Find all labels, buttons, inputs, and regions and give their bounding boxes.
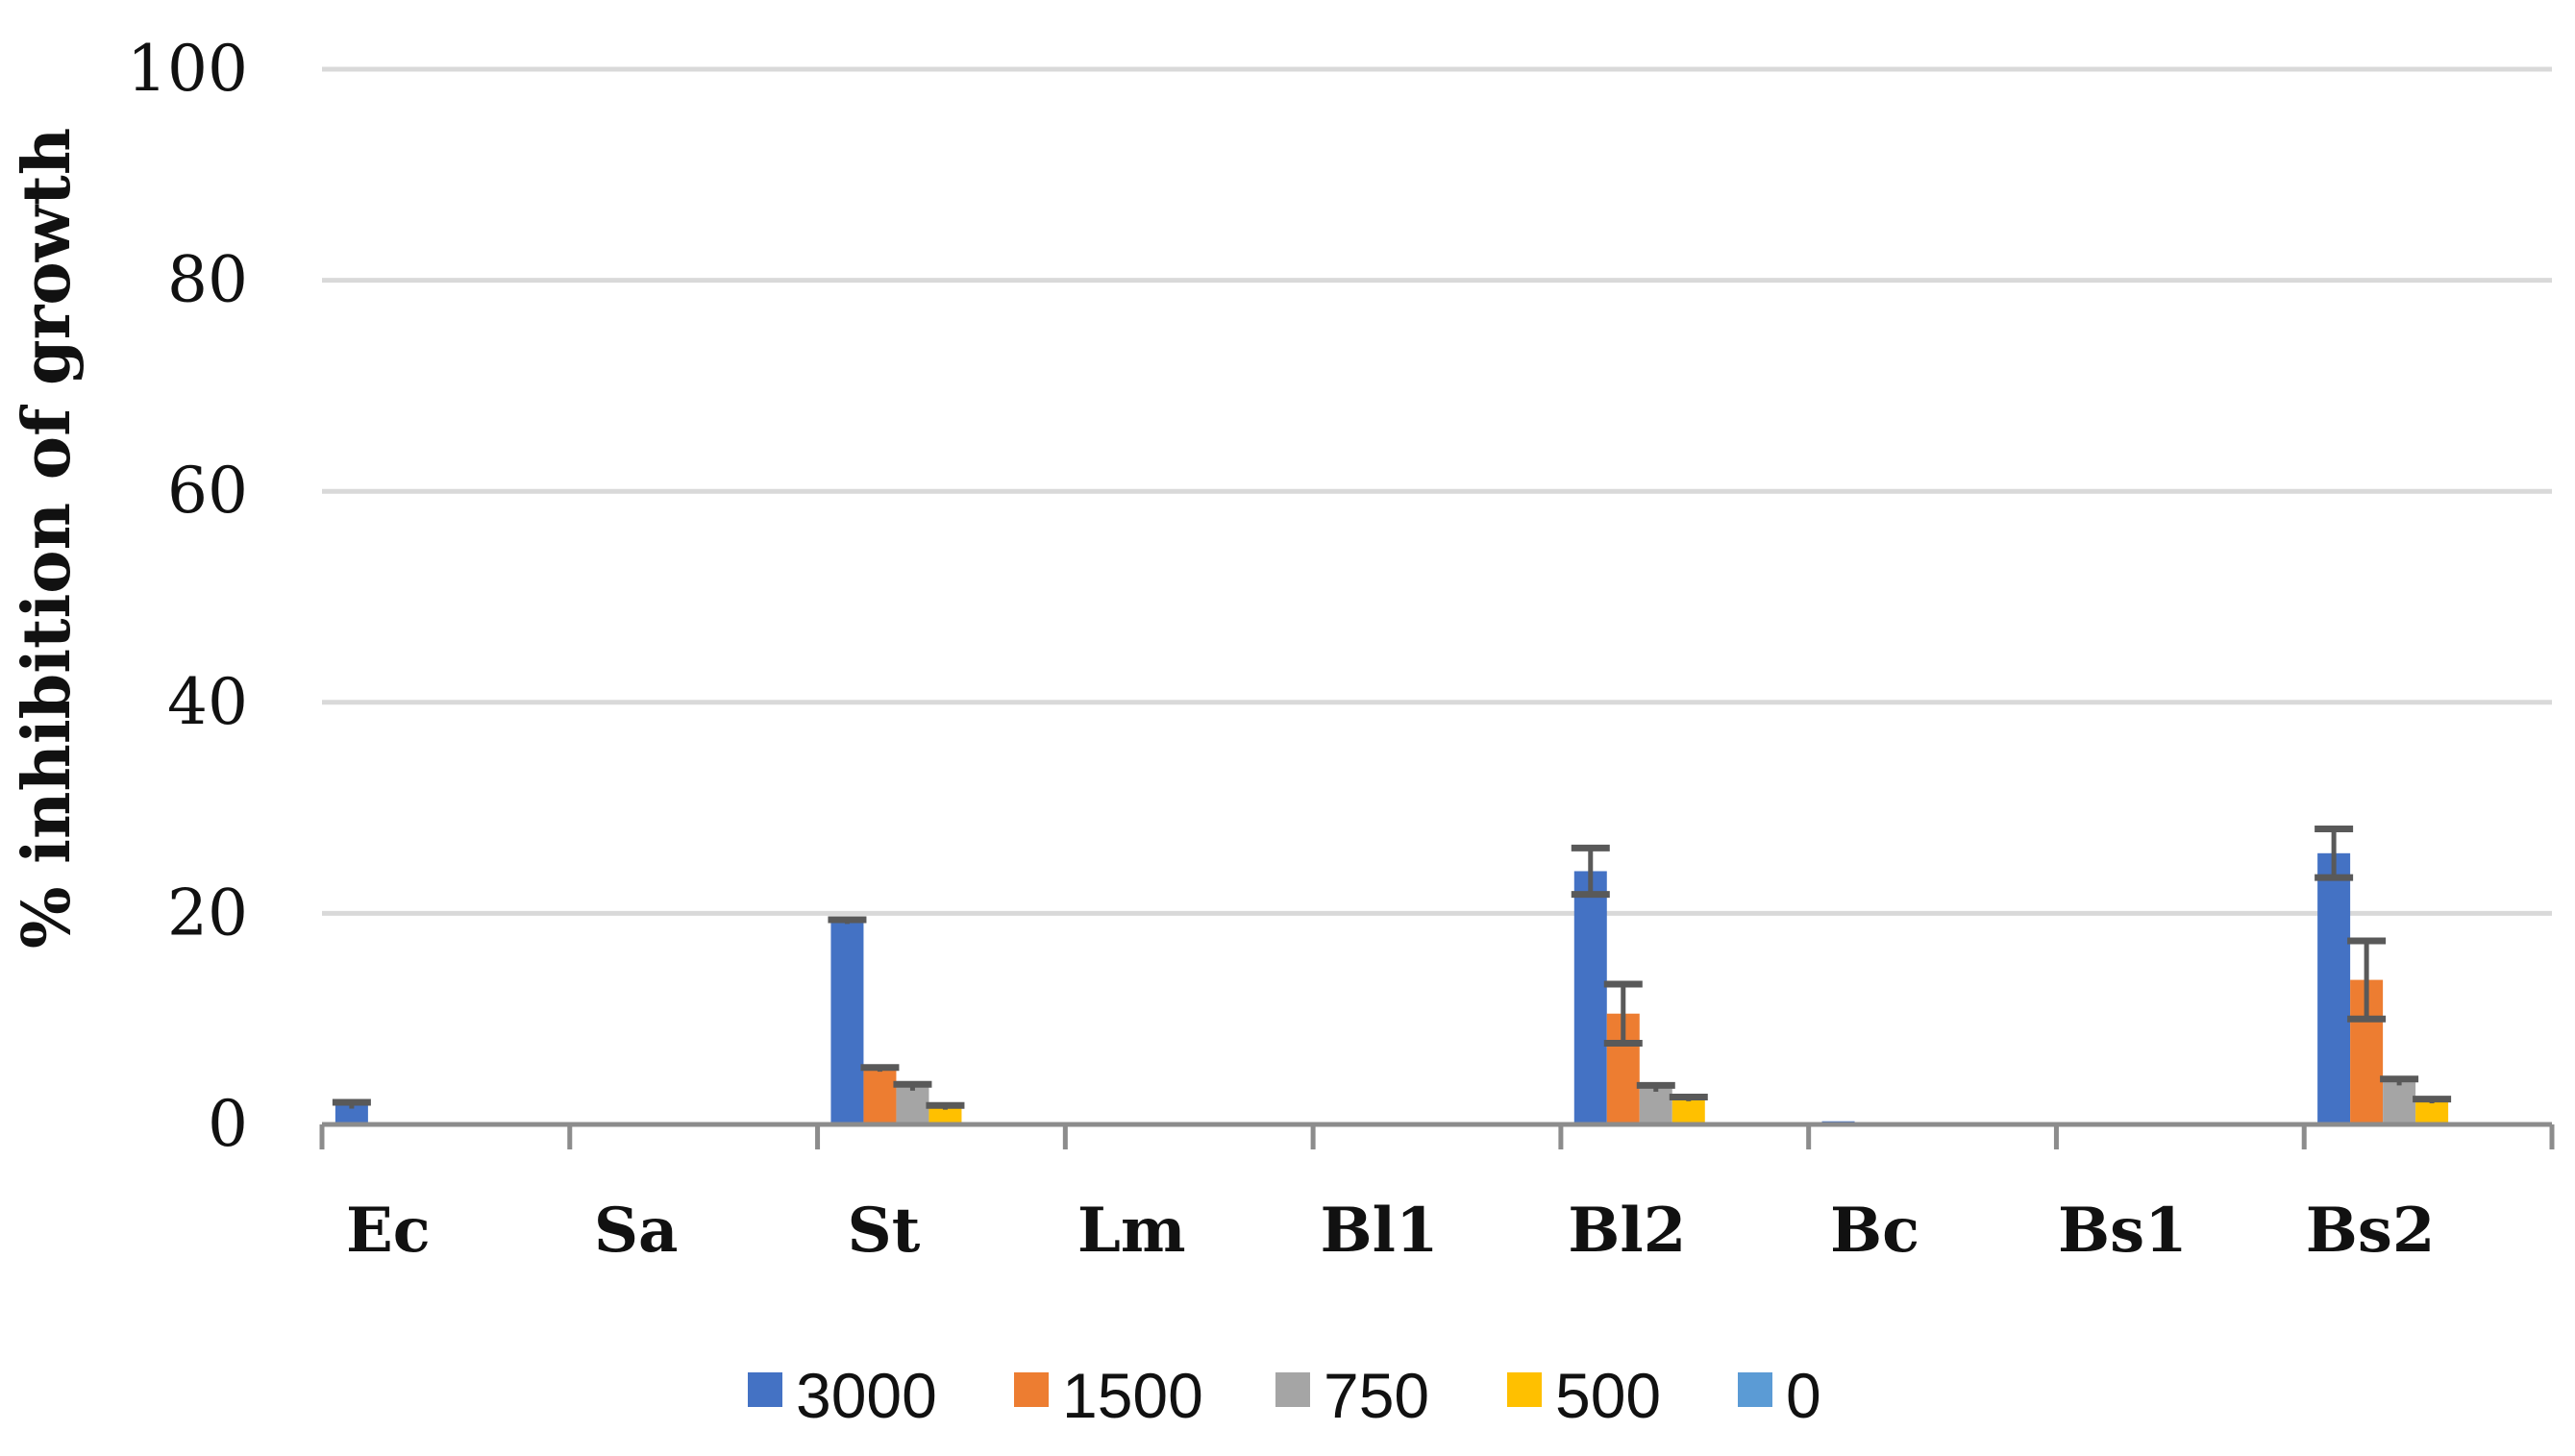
y-tick-label: 80: [167, 243, 248, 317]
x-axis: [319, 1122, 2555, 1149]
category-labels: Ec Sa St Lm Bl1 Bl2 Bc Bs1 Bs2: [346, 1195, 2435, 1267]
y-axis-title: % inhibition of growth: [9, 128, 86, 949]
y-tick-label: 20: [167, 876, 248, 950]
category-label: Bs1: [2058, 1195, 2188, 1267]
bar-3000-Ec: [334, 1105, 368, 1124]
y-tick-label: 60: [167, 454, 248, 528]
bar-750-St: [896, 1087, 929, 1124]
category-label: Ec: [346, 1195, 431, 1267]
y-tick-labels: 0 20 40 60 80 100: [127, 32, 248, 1161]
legend-swatch: [1738, 1372, 1772, 1407]
category-label: St: [848, 1195, 921, 1267]
legend-swatch: [1014, 1372, 1049, 1407]
legend-swatch: [748, 1372, 782, 1407]
legend: 3000 1500 750 500 0: [748, 1360, 1821, 1431]
bar-3000-Bs2: [2317, 852, 2351, 1124]
bar-500-St: [928, 1107, 962, 1124]
category-label: Bl1: [1321, 1195, 1439, 1267]
bar-1500-St: [863, 1069, 897, 1124]
legend-swatch: [1275, 1372, 1310, 1407]
bar-3000-St: [830, 922, 864, 1124]
legend-label: 500: [1555, 1360, 1661, 1431]
bar-3000-Bl2: [1573, 871, 1607, 1124]
legend-label: 1500: [1062, 1360, 1203, 1431]
bars: [334, 852, 2449, 1124]
error-bars: [332, 826, 2452, 1110]
bar-500-Bl2: [1671, 1098, 1705, 1124]
y-tick-label: 100: [127, 32, 248, 106]
bar-500-Bs2: [2415, 1100, 2449, 1124]
bar-750-Bl2: [1639, 1088, 1672, 1124]
legend-swatch: [1507, 1372, 1542, 1407]
category-label: Sa: [594, 1195, 679, 1267]
category-label: Lm: [1077, 1195, 1186, 1267]
y-tick-label: 40: [167, 665, 248, 739]
bar-750-Bs2: [2383, 1082, 2416, 1124]
legend-label: 0: [1786, 1360, 1821, 1431]
category-label: Bs2: [2306, 1195, 2436, 1267]
legend-label: 3000: [796, 1360, 937, 1431]
category-label: Bl2: [1568, 1195, 1686, 1267]
y-tick-label: 0: [208, 1087, 248, 1161]
category-label: Bc: [1830, 1195, 1919, 1267]
gridlines: [322, 66, 2552, 916]
legend-label: 750: [1324, 1360, 1429, 1431]
